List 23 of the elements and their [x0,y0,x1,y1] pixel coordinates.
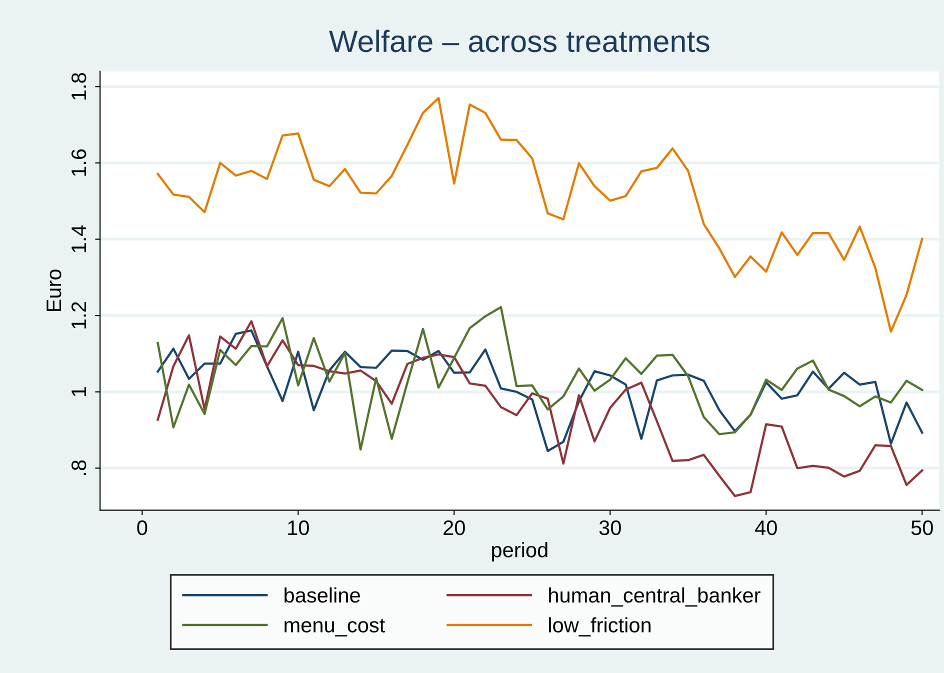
y-tick-label: 1.2 [71,302,86,328]
x-axis-title: period [492,542,548,562]
x-tick-label: 30 [599,520,621,536]
x-tick-label: 20 [444,520,465,536]
x-tick-label: 50 [911,520,933,536]
legend-label: menu_cost [284,618,386,636]
y-axis-title: Euro [46,270,62,312]
x-tick-label: 40 [755,520,777,536]
line-series [156,320,924,498]
y-tick-label: .8 [71,460,86,475]
x-tick-label: 0 [137,520,148,536]
y-tick-label: 1.8 [71,73,86,100]
legend-label: human_central_banker [549,587,760,607]
y-tick-label: 1.4 [72,225,86,252]
legend-label: baseline [284,587,360,603]
line-series [156,306,924,451]
line-series [156,329,924,452]
x-tick-label: 10 [288,520,309,536]
chart-title: Welfare – across treatments [329,30,710,52]
line-series [156,96,924,333]
legend-label: low_friction [549,617,651,636]
y-tick-label: 1.6 [71,149,86,176]
y-tick-label: 1 [72,387,86,396]
